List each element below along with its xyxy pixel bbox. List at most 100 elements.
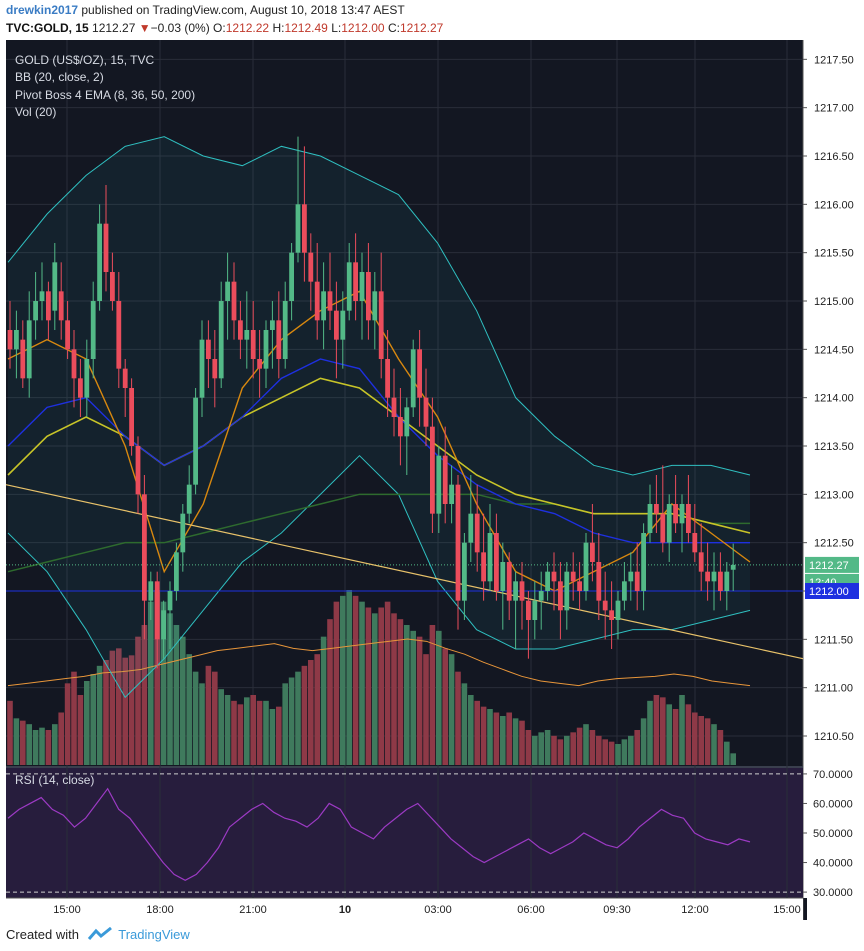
volume-bar — [506, 712, 512, 765]
time-tick-label: 09:30 — [603, 904, 631, 916]
volume-bar — [173, 625, 180, 765]
candle-body — [660, 513, 666, 543]
volume-bar — [218, 689, 224, 765]
candle-body — [615, 600, 621, 620]
tradingview-logo-icon — [87, 926, 112, 940]
volume-bar — [564, 735, 570, 765]
rsi-line — [7, 787, 751, 881]
high-label: H: — [272, 21, 285, 35]
volume-bar — [704, 718, 711, 765]
volume-bar — [231, 700, 237, 765]
volume-bar — [90, 674, 96, 765]
candle-body — [90, 301, 96, 359]
volume-bar — [288, 677, 295, 765]
tradingview-brand[interactable]: TradingView — [118, 927, 190, 942]
candle-body — [577, 581, 582, 591]
candle-body — [314, 281, 320, 321]
candle-body — [250, 330, 256, 359]
candle-body — [238, 320, 243, 340]
down-arrow-icon: ▼ — [138, 21, 151, 35]
candle-body — [564, 571, 570, 611]
candle-body — [673, 504, 678, 524]
volume-bar — [423, 654, 429, 765]
rsi-panel-bg — [6, 768, 803, 898]
volume-bar — [199, 683, 205, 765]
candle-body — [430, 426, 435, 514]
volume-bar — [429, 625, 436, 765]
candle-body — [7, 330, 13, 350]
volume-bar — [192, 671, 199, 765]
candle-body — [199, 339, 205, 398]
candle-body — [718, 571, 723, 591]
volume-bar — [583, 724, 589, 765]
time-tick-label: 10 — [339, 904, 351, 916]
volume-bar — [250, 695, 256, 765]
volume-bar — [525, 730, 532, 765]
rsi-tick-label: 60.0000 — [813, 798, 853, 810]
volume-bar — [551, 735, 557, 765]
time-tick-label: 15:00 — [53, 904, 81, 916]
candle-body — [97, 223, 102, 301]
candle-body — [340, 310, 346, 340]
volume-bar — [487, 709, 493, 765]
candle-body — [538, 591, 544, 601]
volume-bar — [13, 718, 20, 765]
candle-body — [58, 291, 64, 321]
candle-body — [532, 600, 538, 620]
volume-bar — [295, 671, 301, 765]
bb-fill — [8, 136, 750, 698]
price-tick-label: 1214.00 — [814, 393, 854, 405]
volume-bar — [570, 732, 576, 765]
candle-body — [289, 252, 294, 301]
volume-bar — [474, 700, 480, 765]
price-tick-label: 1217.50 — [814, 54, 854, 66]
volume-bar — [532, 735, 538, 765]
candle-body — [116, 301, 122, 369]
volume-bar — [301, 665, 308, 765]
candle-body — [609, 610, 614, 620]
candle-body — [33, 301, 38, 321]
volume-bar — [180, 636, 186, 765]
candle-body — [711, 571, 717, 582]
candle-body — [679, 504, 685, 524]
time-tick-label: 12:00 — [681, 904, 709, 916]
volume-bar — [45, 730, 52, 765]
low-label: L: — [331, 21, 342, 35]
legend-title: GOLD (US$/OZ), 15, TVC — [15, 53, 155, 67]
price-tick-label: 1213.00 — [814, 489, 854, 501]
legend-ema: Pivot Boss 4 EMA (8, 36, 50, 200) — [15, 88, 196, 102]
volume-bar — [116, 648, 122, 765]
candle-body — [14, 330, 19, 350]
volume-bar — [711, 724, 717, 765]
volume-bar — [448, 654, 455, 765]
volume-bar — [109, 650, 116, 765]
price-tick-label: 1216.00 — [814, 199, 854, 211]
candle-body — [161, 610, 166, 640]
volume-bar — [96, 665, 103, 765]
volume-bar — [724, 741, 730, 765]
candle-body — [142, 494, 147, 601]
candle-body — [372, 291, 378, 321]
candle-body — [519, 581, 525, 601]
legend-vol: Vol (20) — [15, 105, 57, 119]
candle-body — [647, 504, 653, 533]
volume-bar — [660, 697, 666, 765]
volume-bar — [480, 706, 487, 765]
volume-bar — [468, 695, 474, 765]
symbol-label: TVC:GOLD, 15 — [6, 21, 89, 35]
volume-bar — [64, 683, 71, 765]
author-link[interactable]: drewkin2017 — [6, 3, 79, 17]
volume-bar — [26, 724, 32, 765]
volume-bar — [352, 595, 359, 765]
volume-bar — [512, 718, 519, 765]
time-tick-label: 06:00 — [517, 904, 545, 916]
candle-body — [244, 330, 250, 340]
last-price: 1212.27 — [92, 21, 136, 35]
volume-bar — [717, 730, 724, 765]
candle-body — [641, 533, 646, 591]
footer: Created with TradingView — [6, 925, 190, 942]
ohlc-line: TVC:GOLD, 15 1212.27 ▼−0.03 (0%) O:1212.… — [6, 21, 443, 35]
volume-bar — [7, 700, 13, 765]
candle-body — [398, 417, 403, 437]
